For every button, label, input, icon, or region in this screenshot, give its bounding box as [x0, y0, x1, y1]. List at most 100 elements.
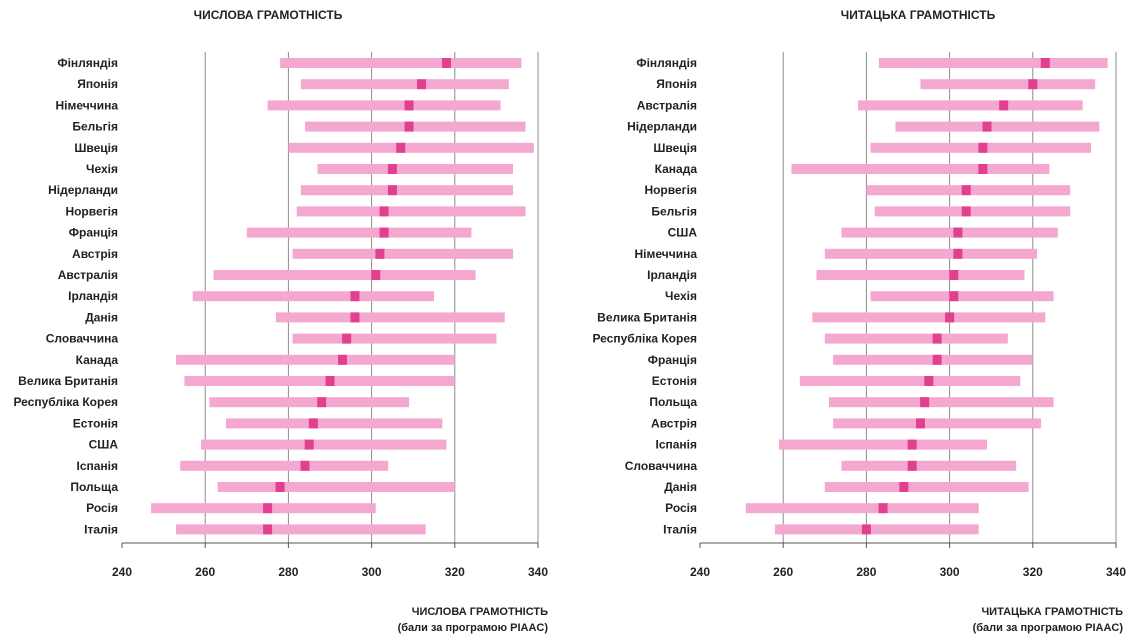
category-label: Чехія: [86, 162, 118, 176]
range-bar: [300, 185, 514, 196]
range-bar: [296, 206, 526, 217]
mean-marker: [907, 460, 917, 471]
category-label: Нідерланди: [48, 183, 118, 197]
category-label: Іспанія: [76, 459, 118, 473]
mean-marker: [953, 227, 963, 238]
range-bar: [176, 354, 455, 365]
mean-marker: [263, 503, 273, 514]
category-label: Данія: [85, 310, 118, 324]
range-bar: [217, 482, 455, 492]
range-bar: [774, 524, 979, 535]
mean-marker: [915, 418, 925, 429]
category-label: Ірландія: [68, 289, 118, 303]
x-axis-label: ЧИСЛОВА ГРАМОТНІСТЬ: [412, 606, 548, 618]
category-label: Фінляндія: [636, 56, 697, 70]
x-tick-label: 340: [1106, 565, 1126, 579]
mean-marker: [920, 397, 930, 408]
range-bar: [213, 270, 476, 280]
x-tick-label: 300: [362, 565, 382, 579]
category-label: Японія: [77, 77, 118, 91]
category-label: Італія: [663, 522, 697, 536]
category-label: США: [89, 438, 119, 452]
chart-title: ЧИТАЦЬКА ГРАМОТНІСТЬ: [841, 8, 996, 22]
mean-marker: [924, 376, 934, 386]
x-tick-label: 280: [278, 565, 298, 579]
range-bar: [305, 121, 526, 132]
category-label: Словаччина: [46, 332, 119, 346]
range-bar: [824, 482, 1029, 492]
mean-marker: [978, 164, 988, 174]
category-label: Росія: [86, 501, 118, 515]
mean-marker: [263, 524, 273, 535]
category-label: Ірландія: [647, 268, 697, 282]
range-bar: [184, 376, 455, 386]
range-bar: [300, 79, 509, 90]
category-label: Німеччина: [56, 98, 119, 112]
x-tick-label: 240: [112, 565, 132, 579]
mean-marker: [300, 460, 310, 471]
range-bar: [858, 100, 1083, 111]
range-bar: [799, 376, 1021, 386]
mean-marker: [949, 270, 959, 280]
chart-title: ЧИСЛОВА ГРАМОТНІСТЬ: [194, 8, 343, 22]
mean-marker: [441, 58, 451, 68]
x-axis-sublabel: (бали за програмою PIAAC): [973, 622, 1124, 634]
x-tick-label: 340: [528, 565, 548, 579]
x-tick-label: 280: [856, 565, 876, 579]
category-label: Іспанія: [655, 438, 697, 452]
mean-marker: [350, 312, 360, 323]
range-bar: [920, 79, 1096, 90]
category-label: Франція: [648, 353, 697, 367]
category-label: Велика Британія: [597, 310, 697, 324]
mean-marker: [275, 482, 285, 492]
mean-marker: [982, 121, 992, 132]
mean-marker: [375, 248, 385, 259]
category-label: Австрія: [651, 416, 697, 430]
range-bar: [841, 460, 1017, 471]
range-bar: [226, 418, 443, 429]
category-label: Республіка Корея: [13, 395, 118, 409]
category-label: Данія: [664, 480, 697, 494]
range-bar: [791, 164, 1050, 174]
mean-marker: [396, 142, 406, 153]
mean-marker: [404, 121, 414, 132]
x-tick-label: 260: [773, 565, 793, 579]
range-bar: [292, 333, 497, 344]
category-label: Польща: [649, 395, 697, 409]
range-bar: [824, 333, 1008, 344]
x-axis-sublabel: (бали за програмою PIAAC): [398, 622, 549, 634]
range-bar: [317, 164, 514, 174]
x-tick-label: 320: [445, 565, 465, 579]
range-bar: [267, 100, 501, 111]
category-label: Італія: [84, 522, 118, 536]
category-label: Естонія: [652, 374, 697, 388]
mean-marker: [1040, 58, 1050, 68]
x-tick-label: 300: [940, 565, 960, 579]
range-bar: [870, 291, 1054, 302]
category-label: Республіка Корея: [592, 332, 697, 346]
numeracy-chart: ЧИСЛОВА ГРАМОТНІСТЬ 240 260 280 300 320 340 Фін…: [13, 8, 548, 634]
mean-marker: [350, 291, 360, 302]
x-axis-label: ЧИТАЦЬКА ГРАМОТНІСТЬ: [981, 606, 1123, 618]
category-label: Росія: [665, 501, 697, 515]
category-label: Норвегія: [644, 183, 697, 197]
category-label: Японія: [656, 77, 697, 91]
range-bar: [824, 248, 1037, 259]
mean-marker: [945, 312, 955, 323]
mean-marker: [337, 354, 347, 365]
range-bar: [878, 58, 1108, 68]
category-label: Австрія: [72, 247, 118, 261]
mean-marker: [304, 439, 314, 450]
category-label: Швеція: [74, 141, 118, 155]
range-bar: [874, 206, 1071, 217]
category-label: США: [668, 226, 698, 240]
category-label: Естонія: [73, 416, 118, 430]
x-tick-label: 320: [1023, 565, 1043, 579]
mean-marker: [379, 227, 389, 238]
mean-marker: [907, 439, 917, 450]
mean-marker: [342, 333, 352, 344]
mean-marker: [978, 142, 988, 153]
mean-marker: [949, 291, 959, 302]
category-label: Німеччина: [635, 247, 698, 261]
literacy-chart: ЧИТАЦЬКА ГРАМОТНІСТЬ 240 260 280 300 320 340 Фі…: [592, 8, 1126, 634]
